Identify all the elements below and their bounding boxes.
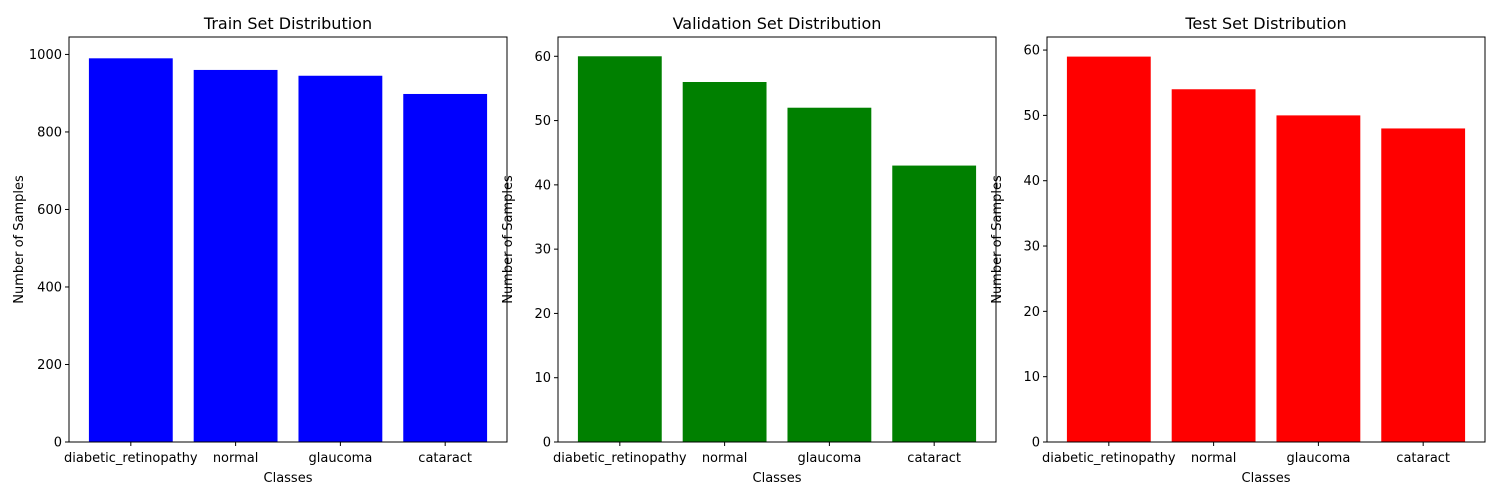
- chart-title: Validation Set Distribution: [673, 14, 882, 33]
- bar-glaucoma: [787, 107, 872, 442]
- bar-glaucoma: [298, 75, 383, 442]
- axes-frame: [557, 36, 997, 443]
- y-tick-label: 400: [37, 280, 62, 295]
- y-tick-label: 0: [54, 436, 62, 451]
- x-tick-label-glaucoma: glaucoma: [1286, 451, 1350, 466]
- x-tick-label-glaucoma: glaucoma: [308, 451, 372, 466]
- bar-glaucoma: [1276, 115, 1361, 443]
- bar-normal: [1171, 89, 1256, 443]
- bar-diabetic-retinopathy: [577, 56, 662, 443]
- y-tick-label: 600: [37, 203, 62, 218]
- x-tick-label-glaucoma: glaucoma: [797, 451, 861, 466]
- y-tick-label: 30: [1023, 240, 1040, 255]
- bar-cataract: [892, 165, 977, 443]
- y-tick-label: 50: [1023, 109, 1040, 124]
- x-axis-label: Classes: [753, 471, 802, 486]
- x-tick-label-normal: normal: [702, 451, 748, 466]
- x-tick-label-diabetic-retinopathy: diabetic_retinopathy: [64, 451, 198, 466]
- x-axis-label: Classes: [264, 471, 313, 486]
- y-tick-label: 30: [534, 243, 551, 258]
- y-tick-label: 60: [1023, 44, 1040, 59]
- y-tick-label: 0: [1032, 436, 1040, 451]
- x-tick-label-normal: normal: [213, 451, 259, 466]
- y-axis-label: Number of Samples: [501, 175, 516, 304]
- y-tick-label: 50: [534, 114, 551, 129]
- x-tick-label-diabetic-retinopathy: diabetic_retinopathy: [553, 451, 687, 466]
- chart-title: Test Set Distribution: [1184, 14, 1346, 33]
- y-axis-label: Number of Samples: [12, 175, 27, 304]
- y-tick-label: 20: [534, 307, 551, 322]
- chart-title: Train Set Distribution: [203, 14, 372, 33]
- bar-diabetic-retinopathy: [1066, 56, 1151, 443]
- y-tick-label: 1000: [29, 48, 62, 63]
- x-tick-label-normal: normal: [1191, 451, 1237, 466]
- x-axis-label: Classes: [1242, 471, 1291, 486]
- axes-frame: [68, 36, 508, 443]
- chart-panel-2: 0 10 20 30 40 50 60 diabetic_retinopathy normal g…: [501, 14, 997, 486]
- bar-normal: [193, 69, 278, 443]
- bar-cataract: [403, 93, 488, 443]
- y-tick-label: 200: [37, 358, 62, 373]
- bar-diabetic-retinopathy: [88, 58, 173, 442]
- axes-frame: [1046, 36, 1486, 443]
- y-tick-label: 10: [534, 371, 551, 386]
- x-tick-label-cataract: cataract: [1396, 451, 1450, 466]
- bar-normal: [682, 82, 767, 442]
- y-tick-label: 40: [534, 178, 551, 193]
- y-tick-label: 0: [543, 436, 551, 451]
- y-tick-label: 10: [1023, 370, 1040, 385]
- bar-cataract: [1381, 128, 1466, 443]
- y-tick-label: 60: [534, 50, 551, 65]
- chart-panel-1: 0 200 400 600 800 1000 diabetic_retinopathy nor…: [12, 14, 508, 486]
- x-tick-label-diabetic-retinopathy: diabetic_retinopathy: [1042, 451, 1176, 466]
- x-tick-label-cataract: cataract: [418, 451, 472, 466]
- y-axis-label: Number of Samples: [990, 175, 1005, 304]
- chart-panel-3: 0 10 20 30 40 50 60 diabetic_retinopathy normal g…: [990, 14, 1486, 486]
- y-tick-label: 20: [1023, 305, 1040, 320]
- y-tick-label: 800: [37, 125, 62, 140]
- x-tick-label-cataract: cataract: [907, 451, 961, 466]
- y-tick-label: 40: [1023, 174, 1040, 189]
